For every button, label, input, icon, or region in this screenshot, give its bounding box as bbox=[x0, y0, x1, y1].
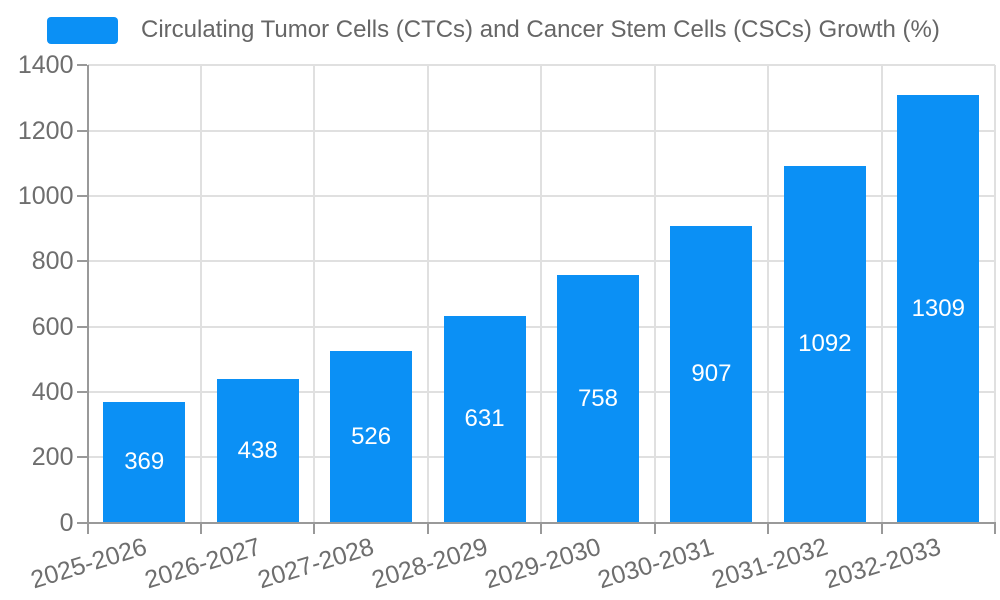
y-axis-label: 1400 bbox=[17, 51, 74, 80]
y-axis-label: 0 bbox=[59, 508, 74, 537]
y-axis-tick bbox=[76, 390, 87, 393]
y-axis-tick bbox=[76, 521, 87, 524]
legend-label: Circulating Tumor Cells (CTCs) and Cance… bbox=[141, 16, 940, 43]
x-gridline bbox=[540, 65, 543, 523]
x-gridline bbox=[767, 65, 770, 523]
bar-value-label: 1309 bbox=[911, 294, 965, 322]
x-axis-tick bbox=[880, 523, 883, 534]
x-axis-tick bbox=[199, 523, 202, 534]
x-axis-line bbox=[86, 521, 996, 524]
y-axis-label: 400 bbox=[31, 377, 74, 406]
y-axis-label: 1000 bbox=[17, 181, 74, 210]
y-axis-line bbox=[86, 65, 89, 525]
bar-value-label: 1092 bbox=[798, 330, 852, 358]
bar[interactable]: 1309 bbox=[897, 95, 980, 523]
y-axis-tick bbox=[76, 456, 87, 459]
y-axis-label: 600 bbox=[31, 312, 74, 341]
bar-value-label: 631 bbox=[464, 405, 505, 433]
y-axis-tick bbox=[76, 64, 87, 67]
x-axis-tick bbox=[653, 523, 656, 534]
y-axis-tick bbox=[76, 325, 87, 328]
x-gridline bbox=[199, 65, 202, 523]
x-axis-tick bbox=[767, 523, 770, 534]
x-axis-tick bbox=[994, 523, 996, 534]
bar[interactable]: 526 bbox=[330, 350, 413, 523]
y-axis-label: 200 bbox=[31, 443, 74, 472]
bar[interactable]: 631 bbox=[443, 316, 526, 523]
bar[interactable]: 369 bbox=[103, 401, 186, 523]
bar[interactable]: 438 bbox=[216, 379, 299, 523]
bar-value-label: 369 bbox=[124, 448, 165, 476]
y-axis-label: 800 bbox=[31, 247, 74, 276]
bar-value-label: 526 bbox=[351, 422, 392, 450]
bar-value-label: 438 bbox=[237, 436, 278, 464]
x-axis-tick bbox=[540, 523, 543, 534]
x-axis-tick bbox=[86, 523, 89, 534]
y-axis-tick bbox=[76, 129, 87, 132]
x-axis-tick bbox=[426, 523, 429, 534]
x-gridline bbox=[880, 65, 883, 523]
x-gridline bbox=[426, 65, 429, 523]
x-gridline bbox=[994, 65, 996, 523]
y-axis-label: 1200 bbox=[17, 116, 74, 145]
x-axis-tick bbox=[313, 523, 316, 534]
y-axis-tick bbox=[76, 194, 87, 197]
bar-value-label: 907 bbox=[691, 360, 732, 388]
y-axis-tick bbox=[76, 260, 87, 263]
bar[interactable]: 907 bbox=[670, 226, 753, 523]
bar-value-label: 758 bbox=[577, 384, 618, 412]
legend[interactable]: Circulating Tumor Cells (CTCs) and Cance… bbox=[47, 16, 940, 44]
bar[interactable]: 1092 bbox=[783, 165, 866, 523]
bar[interactable]: 758 bbox=[556, 274, 639, 523]
x-gridline bbox=[313, 65, 316, 523]
x-gridline bbox=[653, 65, 656, 523]
legend-swatch-icon bbox=[47, 16, 118, 44]
